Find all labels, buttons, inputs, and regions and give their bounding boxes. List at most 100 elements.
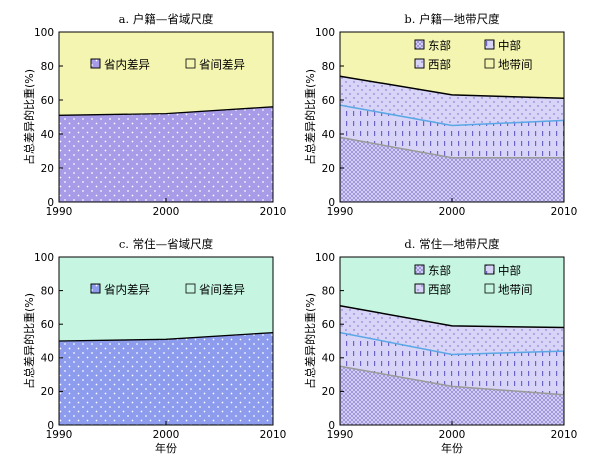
legend-swatch-texture xyxy=(484,264,495,275)
legend-item-4: 地带间 xyxy=(484,58,533,72)
y-tick-label: 40 xyxy=(322,353,335,365)
y-tick-label: 40 xyxy=(41,129,54,141)
series-boundary-line xyxy=(339,331,565,356)
y-tick-label: 60 xyxy=(322,319,335,331)
x-tick-label: 2000 xyxy=(439,429,466,441)
legend-label: 中部 xyxy=(498,264,521,278)
y-tick-label: 100 xyxy=(315,27,335,39)
legend-item-1: 东部 xyxy=(414,39,451,53)
x-tick-label: 2010 xyxy=(551,206,578,218)
series-boundary-line xyxy=(339,104,565,127)
legend-label: 东部 xyxy=(428,264,451,278)
x-tick-label: 2000 xyxy=(439,206,466,218)
legend-item-2: 省间差异 xyxy=(185,283,245,297)
legend-item-1: 东部 xyxy=(414,264,451,278)
panel-title: b. 户籍—地带尺度 xyxy=(404,12,500,26)
legend-swatch xyxy=(185,283,196,294)
chart-panel-4: 0 20 40 60 80 100 1990 2000 2010 d. 常住—地带尺度占总差异的比… xyxy=(303,237,577,455)
y-tick-label: 20 xyxy=(322,386,335,398)
y-tick-label: 20 xyxy=(41,163,54,175)
chart-panel-2: 0 20 40 60 80 100 1990 2000 2010 b. 户籍—地带尺度占总差异的比… xyxy=(303,12,577,218)
x-axis-title: 年份 xyxy=(155,441,177,455)
panel-title: a. 户籍—省域尺度 xyxy=(119,12,214,26)
area-series-3-texture xyxy=(340,305,564,355)
y-tick-label: 60 xyxy=(41,319,54,331)
y-tick-label: 40 xyxy=(41,353,54,365)
y-axis-title: 占总差异的比重(%) xyxy=(303,293,317,389)
legend-label: 省内差异 xyxy=(104,58,150,72)
x-tick-label: 2000 xyxy=(153,206,180,218)
legend-item-3: 西部 xyxy=(414,283,451,297)
panel-title: d. 常住—地带尺度 xyxy=(404,237,500,251)
y-tick-label: 60 xyxy=(322,95,335,107)
area-series-2 xyxy=(59,257,273,341)
y-tick-label: 80 xyxy=(41,285,54,297)
y-tick-label: 80 xyxy=(41,61,54,73)
legend-swatch-texture xyxy=(90,58,101,69)
y-tick-label: 80 xyxy=(322,61,335,73)
legend-swatch-texture xyxy=(414,264,425,275)
x-axis-title: 年份 xyxy=(441,441,463,455)
area-series-4 xyxy=(340,32,564,99)
chart-panel-1: 0 20 40 60 80 100 1990 2000 2010 a. 户籍—省域尺度占总差异的比… xyxy=(22,12,286,218)
x-tick-label: 1990 xyxy=(46,429,73,441)
area-series-1-texture xyxy=(59,106,273,202)
area-series-1-texture xyxy=(59,332,273,425)
legend-swatch-texture xyxy=(414,283,425,294)
legend-label: 地带间 xyxy=(498,58,533,72)
legend-swatch-texture xyxy=(90,283,101,294)
legend-swatch-texture xyxy=(414,58,425,69)
legend-label: 省内差异 xyxy=(104,283,150,297)
series-boundary-line xyxy=(339,365,565,396)
legend-label: 省间差异 xyxy=(199,283,245,297)
series-boundary-line xyxy=(339,304,565,329)
y-tick-label: 100 xyxy=(34,27,54,39)
legend-swatch-texture xyxy=(414,39,425,50)
y-tick-label: 60 xyxy=(41,95,54,107)
y-tick-label: 0 xyxy=(47,197,54,209)
y-tick-label: 100 xyxy=(315,252,335,264)
legend-swatch-texture xyxy=(484,39,495,50)
legend-item-1: 省内差异 xyxy=(90,58,150,72)
legend-label: 地带间 xyxy=(498,283,533,297)
legend-item-1: 省内差异 xyxy=(90,283,150,297)
series-boundary-line xyxy=(339,136,564,159)
legend-item-4: 地带间 xyxy=(484,283,533,297)
legend-swatch xyxy=(484,58,495,69)
y-tick-label: 100 xyxy=(34,252,54,264)
series-boundary-line xyxy=(58,331,274,342)
area-series-4 xyxy=(340,257,564,328)
legend-item-2: 省间差异 xyxy=(185,58,245,72)
x-tick-label: 1990 xyxy=(46,206,73,218)
y-tick-label: 80 xyxy=(322,285,335,297)
legend-item-2: 中部 xyxy=(484,39,521,53)
area-series-2-texture xyxy=(340,332,564,395)
x-tick-label: 2010 xyxy=(260,429,287,441)
chart-panel-3: 0 20 40 60 80 100 1990 2000 2010 c. 常住—省域尺度占总差异的比… xyxy=(22,237,286,455)
x-tick-label: 2000 xyxy=(153,429,180,441)
legend-label: 省间差异 xyxy=(199,58,245,72)
legend-item-2: 中部 xyxy=(484,264,521,278)
y-tick-label: 0 xyxy=(328,197,335,209)
area-series-1-texture xyxy=(340,137,564,202)
area-series-3-texture xyxy=(340,76,564,126)
legend-label: 中部 xyxy=(498,39,521,53)
area-series-1-texture xyxy=(340,366,564,425)
y-tick-label: 0 xyxy=(328,420,335,432)
legend-label: 东部 xyxy=(428,39,451,53)
area-series-2-texture xyxy=(340,105,564,158)
legend-label: 西部 xyxy=(428,58,451,72)
y-tick-label: 40 xyxy=(322,129,335,141)
y-tick-label: 20 xyxy=(322,163,335,175)
y-tick-label: 0 xyxy=(47,420,54,432)
x-tick-label: 1990 xyxy=(327,206,354,218)
legend-item-3: 西部 xyxy=(414,58,451,72)
x-tick-label: 1990 xyxy=(327,429,354,441)
series-boundary-line xyxy=(58,106,274,116)
y-axis-title: 占总差异的比重(%) xyxy=(22,69,36,165)
legend-swatch xyxy=(185,58,196,69)
legend-label: 西部 xyxy=(428,283,451,297)
x-tick-label: 2010 xyxy=(260,206,287,218)
y-axis-title: 占总差异的比重(%) xyxy=(22,293,36,389)
